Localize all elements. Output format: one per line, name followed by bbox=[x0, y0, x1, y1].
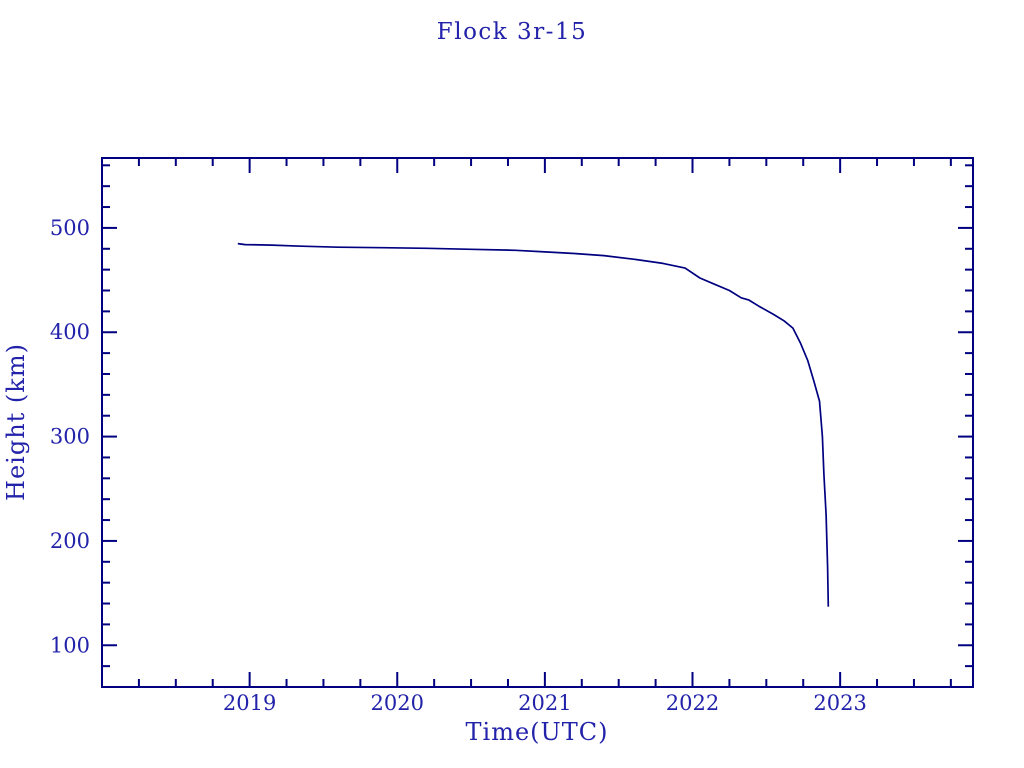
axis-ticks bbox=[102, 158, 973, 687]
decay-curve-layer bbox=[237, 242, 830, 607]
x-tick-label: 2020 bbox=[371, 691, 424, 715]
chart-title: Flock 3r-15 bbox=[437, 19, 587, 45]
x-tick-label: 2021 bbox=[518, 691, 571, 715]
x-axis-label: Time(UTC) bbox=[466, 718, 609, 746]
decay-curve bbox=[237, 242, 830, 607]
x-tick-label: 2019 bbox=[223, 691, 276, 715]
x-tick-label: 2023 bbox=[813, 691, 866, 715]
x-tick-label: 2022 bbox=[666, 691, 719, 715]
y-tick-label: 100 bbox=[50, 633, 90, 657]
y-tick-label: 300 bbox=[50, 425, 90, 449]
y-tick-label: 400 bbox=[50, 320, 90, 344]
plot-area-border bbox=[101, 157, 974, 688]
axis-tick-labels: 2019 2020 2021 2022 2023 100 200 300 400 500 bbox=[50, 216, 867, 715]
y-tick-label: 500 bbox=[50, 216, 90, 240]
y-tick-label: 200 bbox=[50, 529, 90, 553]
y-axis-label: Height (km) bbox=[2, 343, 30, 501]
